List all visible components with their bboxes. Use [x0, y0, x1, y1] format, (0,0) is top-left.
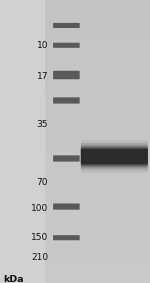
Text: 70: 70 — [36, 178, 48, 187]
FancyBboxPatch shape — [53, 71, 80, 79]
FancyBboxPatch shape — [81, 143, 148, 170]
FancyBboxPatch shape — [81, 145, 148, 168]
Text: 210: 210 — [31, 253, 48, 262]
FancyBboxPatch shape — [53, 155, 80, 162]
FancyBboxPatch shape — [53, 43, 80, 48]
Text: kDa: kDa — [4, 275, 24, 283]
FancyBboxPatch shape — [53, 97, 80, 104]
FancyBboxPatch shape — [53, 203, 80, 210]
Text: 150: 150 — [31, 233, 48, 242]
FancyBboxPatch shape — [53, 23, 80, 28]
FancyBboxPatch shape — [53, 235, 80, 240]
Text: 17: 17 — [36, 72, 48, 81]
FancyBboxPatch shape — [81, 149, 148, 164]
FancyBboxPatch shape — [81, 147, 148, 166]
FancyBboxPatch shape — [81, 140, 148, 173]
Text: 100: 100 — [31, 203, 48, 213]
Text: 10: 10 — [36, 41, 48, 50]
Text: 35: 35 — [36, 120, 48, 129]
